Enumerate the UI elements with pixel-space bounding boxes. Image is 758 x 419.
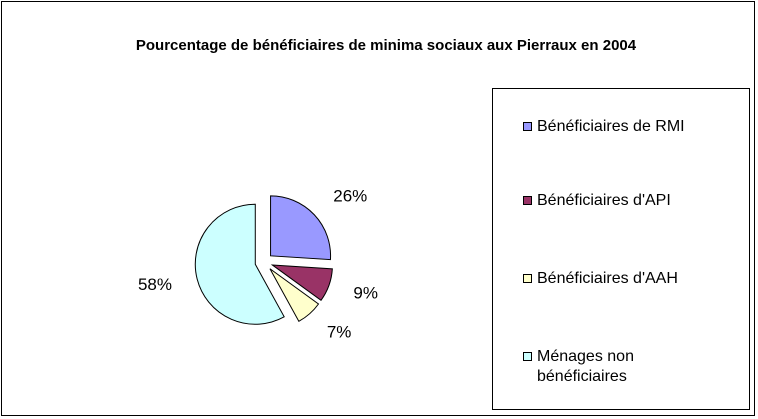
legend-label: Bénéficiaires d'AAH bbox=[537, 270, 678, 287]
chart-title: Pourcentage de bénéficiaires de minima s… bbox=[135, 37, 637, 54]
pie-slice bbox=[194, 203, 285, 325]
pie-slice bbox=[270, 264, 333, 302]
pie-slice bbox=[269, 268, 320, 323]
legend-label: Bénéficiaires de RMI bbox=[537, 118, 685, 135]
legend-entry: Bénéficiaires de RMI bbox=[523, 117, 727, 137]
legend-swatch bbox=[523, 122, 532, 131]
data-label: 26% bbox=[333, 186, 367, 205]
data-label: 7% bbox=[327, 323, 352, 342]
legend: Bénéficiaires de RMI Bénéficiaires d'API B… bbox=[492, 88, 750, 410]
data-label: 58% bbox=[138, 275, 172, 294]
legend-label: Ménages non bénéficiaires bbox=[537, 348, 634, 385]
legend-entry: Bénéficiaires d'API bbox=[523, 191, 727, 211]
legend-entry: Bénéficiaires d'AAH bbox=[523, 269, 727, 289]
data-label: 9% bbox=[353, 284, 378, 303]
legend-swatch bbox=[523, 196, 532, 205]
legend-label: Bénéficiaires d'API bbox=[537, 192, 671, 209]
legend-entry: Ménages non bénéficiaires bbox=[523, 347, 727, 387]
plot: 26% 9% 7% 58% bbox=[138, 186, 378, 342]
legend-swatch bbox=[523, 352, 532, 361]
pie-slice bbox=[270, 195, 332, 261]
legend-swatch bbox=[523, 274, 532, 283]
